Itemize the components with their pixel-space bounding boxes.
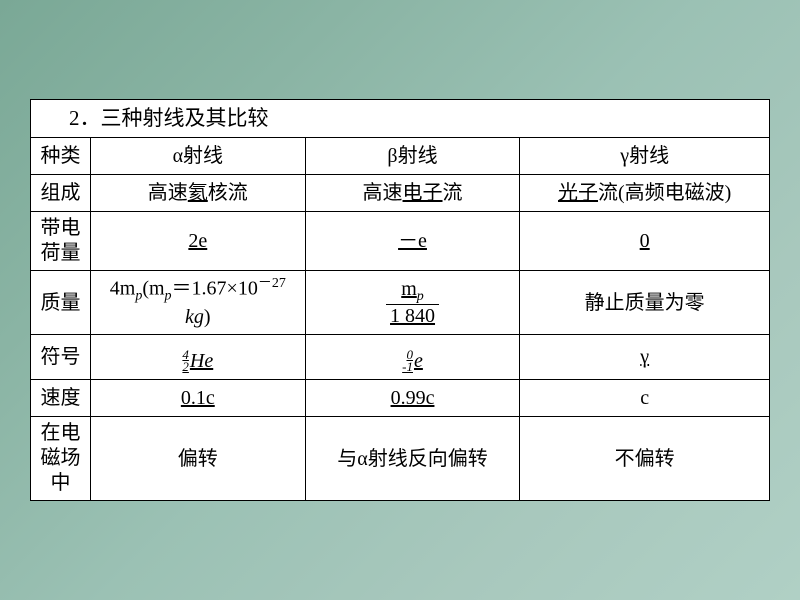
- cell-alpha-charge: 2e: [90, 211, 305, 270]
- row-composition: 组成 高速氦核流 高速电子流 光子流(高频电磁波): [31, 174, 770, 211]
- cell-gamma-charge: 0: [520, 211, 770, 270]
- row-charge: 带电 荷量 2e －e 0: [31, 211, 770, 270]
- mass-fraction: mp 1 840: [386, 278, 439, 327]
- cell-gamma-composition: 光子流(高频电磁波): [520, 174, 770, 211]
- radiation-comparison-table: 2．三种射线及其比较 种类 α射线 β射线 γ射线 组成 高速氦核流 高速电子流…: [30, 99, 770, 502]
- cell-beta-speed: 0.99c: [305, 380, 520, 417]
- cell-gamma-emfield: 不偏转: [520, 417, 770, 501]
- label-mass: 质量: [31, 270, 91, 334]
- cell-gamma-type: γ射线: [520, 137, 770, 174]
- cell-beta-type: β射线: [305, 137, 520, 174]
- table-title: 2．三种射线及其比较: [31, 99, 770, 137]
- cell-alpha-speed: 0.1c: [90, 380, 305, 417]
- cell-gamma-mass: 静止质量为零: [520, 270, 770, 334]
- title-row: 2．三种射线及其比较: [31, 99, 770, 137]
- row-symbol: 符号 42 He 0-1 e γ: [31, 335, 770, 380]
- label-speed: 速度: [31, 380, 91, 417]
- row-emfield: 在电 磁场 中 偏转 与α射线反向偏转 不偏转: [31, 417, 770, 501]
- table: 2．三种射线及其比较 种类 α射线 β射线 γ射线 组成 高速氦核流 高速电子流…: [30, 99, 770, 502]
- cell-alpha-emfield: 偏转: [90, 417, 305, 501]
- label-composition: 组成: [31, 174, 91, 211]
- label-emfield: 在电 磁场 中: [31, 417, 91, 501]
- cell-beta-composition: 高速电子流: [305, 174, 520, 211]
- cell-alpha-mass: 4mp(mp＝1.67×10－27kg): [90, 270, 305, 334]
- label-type: 种类: [31, 137, 91, 174]
- cell-beta-symbol: 0-1 e: [305, 335, 520, 380]
- cell-beta-emfield: 与α射线反向偏转: [305, 417, 520, 501]
- cell-gamma-symbol: γ: [520, 335, 770, 380]
- he-nuclide: 42 He: [182, 347, 213, 375]
- label-symbol: 符号: [31, 335, 91, 380]
- cell-beta-charge: －e: [305, 211, 520, 270]
- cell-beta-mass: mp 1 840: [305, 270, 520, 334]
- e-nuclide: 0-1 e: [402, 347, 423, 375]
- cell-alpha-symbol: 42 He: [90, 335, 305, 380]
- label-charge: 带电 荷量: [31, 211, 91, 270]
- row-mass: 质量 4mp(mp＝1.67×10－27kg) mp 1 840 静止质量为零: [31, 270, 770, 334]
- cell-alpha-type: α射线: [90, 137, 305, 174]
- row-speed: 速度 0.1c 0.99c c: [31, 380, 770, 417]
- cell-alpha-composition: 高速氦核流: [90, 174, 305, 211]
- row-type: 种类 α射线 β射线 γ射线: [31, 137, 770, 174]
- cell-gamma-speed: c: [520, 380, 770, 417]
